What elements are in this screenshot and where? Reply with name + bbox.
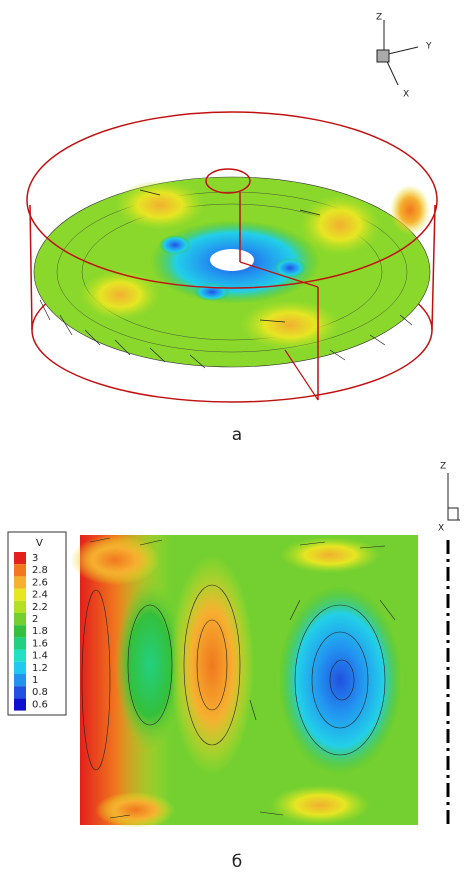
contour-blob: [159, 235, 191, 255]
legend-label: 1.6: [32, 638, 48, 649]
contour-blob: [194, 283, 230, 301]
disk-hole: [210, 249, 254, 271]
legend-swatch: [14, 601, 26, 613]
panel-label: б: [232, 852, 242, 872]
legend-swatch: [14, 589, 26, 601]
legend-swatch: [14, 552, 26, 564]
legend-swatch: [14, 662, 26, 674]
legend-label: 2.8: [32, 565, 48, 576]
contour-blob: [80, 270, 160, 320]
legend-label: 3: [32, 553, 38, 564]
legend-label: 0.8: [32, 687, 48, 698]
axis-label: Z: [376, 13, 382, 23]
legend-label: 2.2: [32, 602, 48, 613]
legend-swatch: [14, 686, 26, 698]
legend-swatch: [14, 625, 26, 637]
contour-blob: [390, 185, 430, 235]
legend-swatch: [14, 698, 26, 710]
legend-label: 1.8: [32, 626, 48, 637]
cylinder-side: [30, 205, 32, 330]
panel-a: Z Y X а: [27, 13, 437, 446]
contour-blob: [278, 585, 402, 775]
figure: Z Y X а Z X V 32.82.6: [0, 0, 467, 873]
legend-label: 2.6: [32, 577, 48, 588]
legend-label: 0.6: [32, 699, 48, 710]
axis-triad: [377, 20, 418, 85]
contour-blob: [95, 792, 175, 828]
legend-label: 1: [32, 675, 38, 686]
legend-swatch: [14, 650, 26, 662]
axis-label: X: [403, 90, 409, 100]
legend-label: 2.4: [32, 590, 48, 601]
legend-label: 2: [32, 614, 38, 625]
axis-label: Y: [425, 42, 432, 52]
cylinder-side: [432, 205, 435, 330]
contour-blob: [170, 555, 254, 775]
legend-label: 1.2: [32, 663, 48, 674]
panel-b: Z X V 32.82.62.42.221.81.61.41.210.80.6 …: [8, 462, 460, 873]
legend-label: 1.4: [32, 651, 48, 662]
legend-swatch: [14, 637, 26, 649]
axis-label: X: [438, 524, 444, 534]
legend-title: V: [36, 538, 43, 549]
contour-blob: [240, 300, 340, 350]
legend-swatch: [14, 564, 26, 576]
axis-label: Z: [440, 462, 446, 472]
contour-blob: [115, 180, 205, 230]
legend-swatch: [14, 613, 26, 625]
contour-blob: [280, 537, 380, 573]
legend-swatch: [14, 674, 26, 686]
legend-swatch: [14, 576, 26, 588]
panel-label: а: [232, 425, 242, 445]
contour-blob: [270, 785, 370, 825]
axis-triad: [448, 473, 460, 520]
contour-blob: [70, 535, 160, 585]
